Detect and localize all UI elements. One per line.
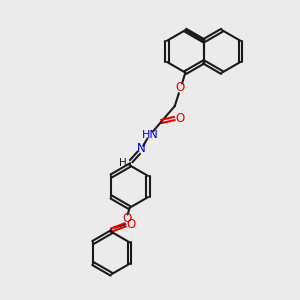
Text: O: O [175,112,184,125]
Text: O: O [176,81,185,94]
Text: O: O [122,212,131,225]
Text: N: N [136,142,145,155]
Text: H: H [119,158,127,168]
Text: O: O [126,218,135,231]
Text: HN: HN [142,130,159,140]
